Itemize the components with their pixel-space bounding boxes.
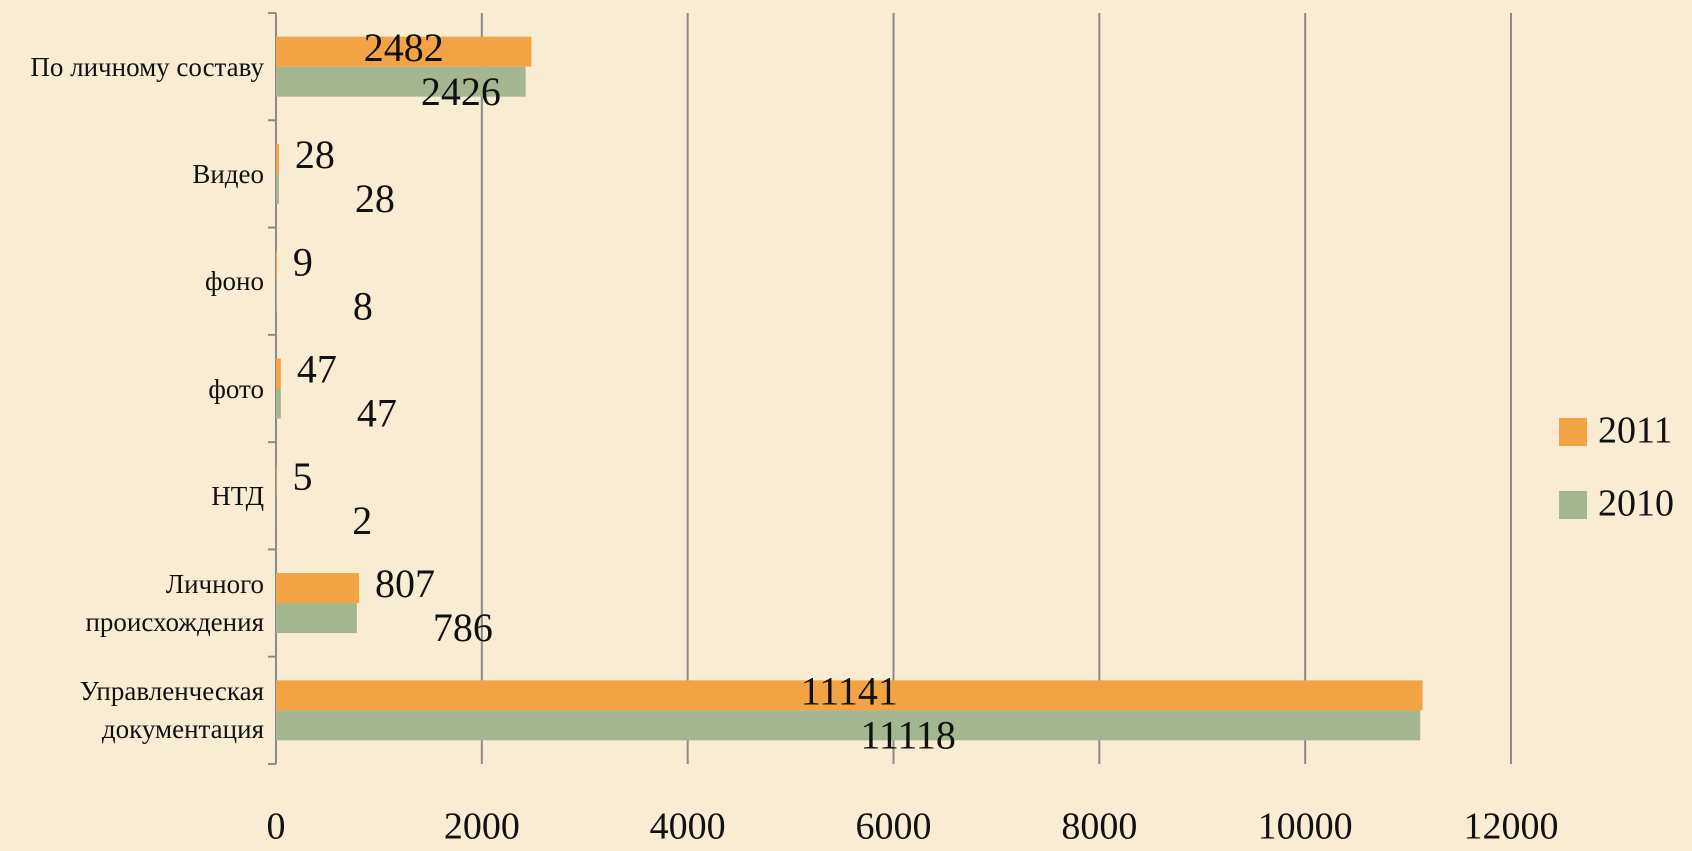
x-tick-label: 12000 — [1464, 806, 1559, 848]
bar — [276, 173, 279, 204]
bar — [276, 36, 532, 67]
data-label: 11141 — [801, 669, 898, 714]
bar — [276, 465, 277, 496]
bar — [276, 603, 357, 634]
bar — [276, 388, 281, 419]
data-label: 786 — [433, 605, 493, 650]
x-tick-label: 4000 — [650, 806, 726, 848]
data-label: 8 — [353, 283, 373, 328]
x-tick-label: 8000 — [1061, 806, 1137, 848]
x-tick-label: 0 — [267, 806, 286, 848]
data-label: 47 — [297, 347, 337, 392]
legend-swatch — [1559, 491, 1587, 519]
bar — [276, 143, 279, 174]
data-label: 9 — [293, 239, 313, 284]
data-label: 2426 — [421, 69, 501, 114]
y-tick-label: Личного происхождения — [85, 569, 264, 638]
bar — [276, 710, 1421, 741]
legend-label: 2011 — [1598, 410, 1673, 452]
x-tick-label: 2000 — [444, 806, 520, 848]
y-tick-label: НТД — [211, 480, 264, 511]
data-label: 28 — [295, 132, 335, 177]
data-label: 807 — [375, 561, 435, 606]
x-tick-label: 10000 — [1258, 806, 1353, 848]
legend-label: 2010 — [1598, 483, 1674, 525]
data-label: 2 — [352, 498, 372, 543]
y-tick-label: Видео — [192, 158, 264, 189]
data-label: 28 — [355, 176, 395, 221]
data-label: 11118 — [860, 713, 956, 758]
y-tick-label: фоно — [205, 266, 264, 297]
bar — [276, 573, 360, 604]
bar — [276, 358, 281, 389]
y-tick-label: По личному составу — [30, 51, 264, 82]
bar — [276, 251, 277, 282]
y-tick-label: фото — [208, 373, 264, 404]
x-tick-label: 6000 — [856, 806, 932, 848]
data-label: 47 — [357, 391, 397, 436]
data-label: 2482 — [364, 25, 444, 70]
data-label: 5 — [293, 454, 313, 499]
bar — [276, 281, 277, 312]
bar — [276, 66, 526, 97]
legend-swatch — [1559, 418, 1587, 446]
y-tick-label: Управленческая документация — [79, 676, 264, 745]
bar — [276, 680, 1423, 711]
